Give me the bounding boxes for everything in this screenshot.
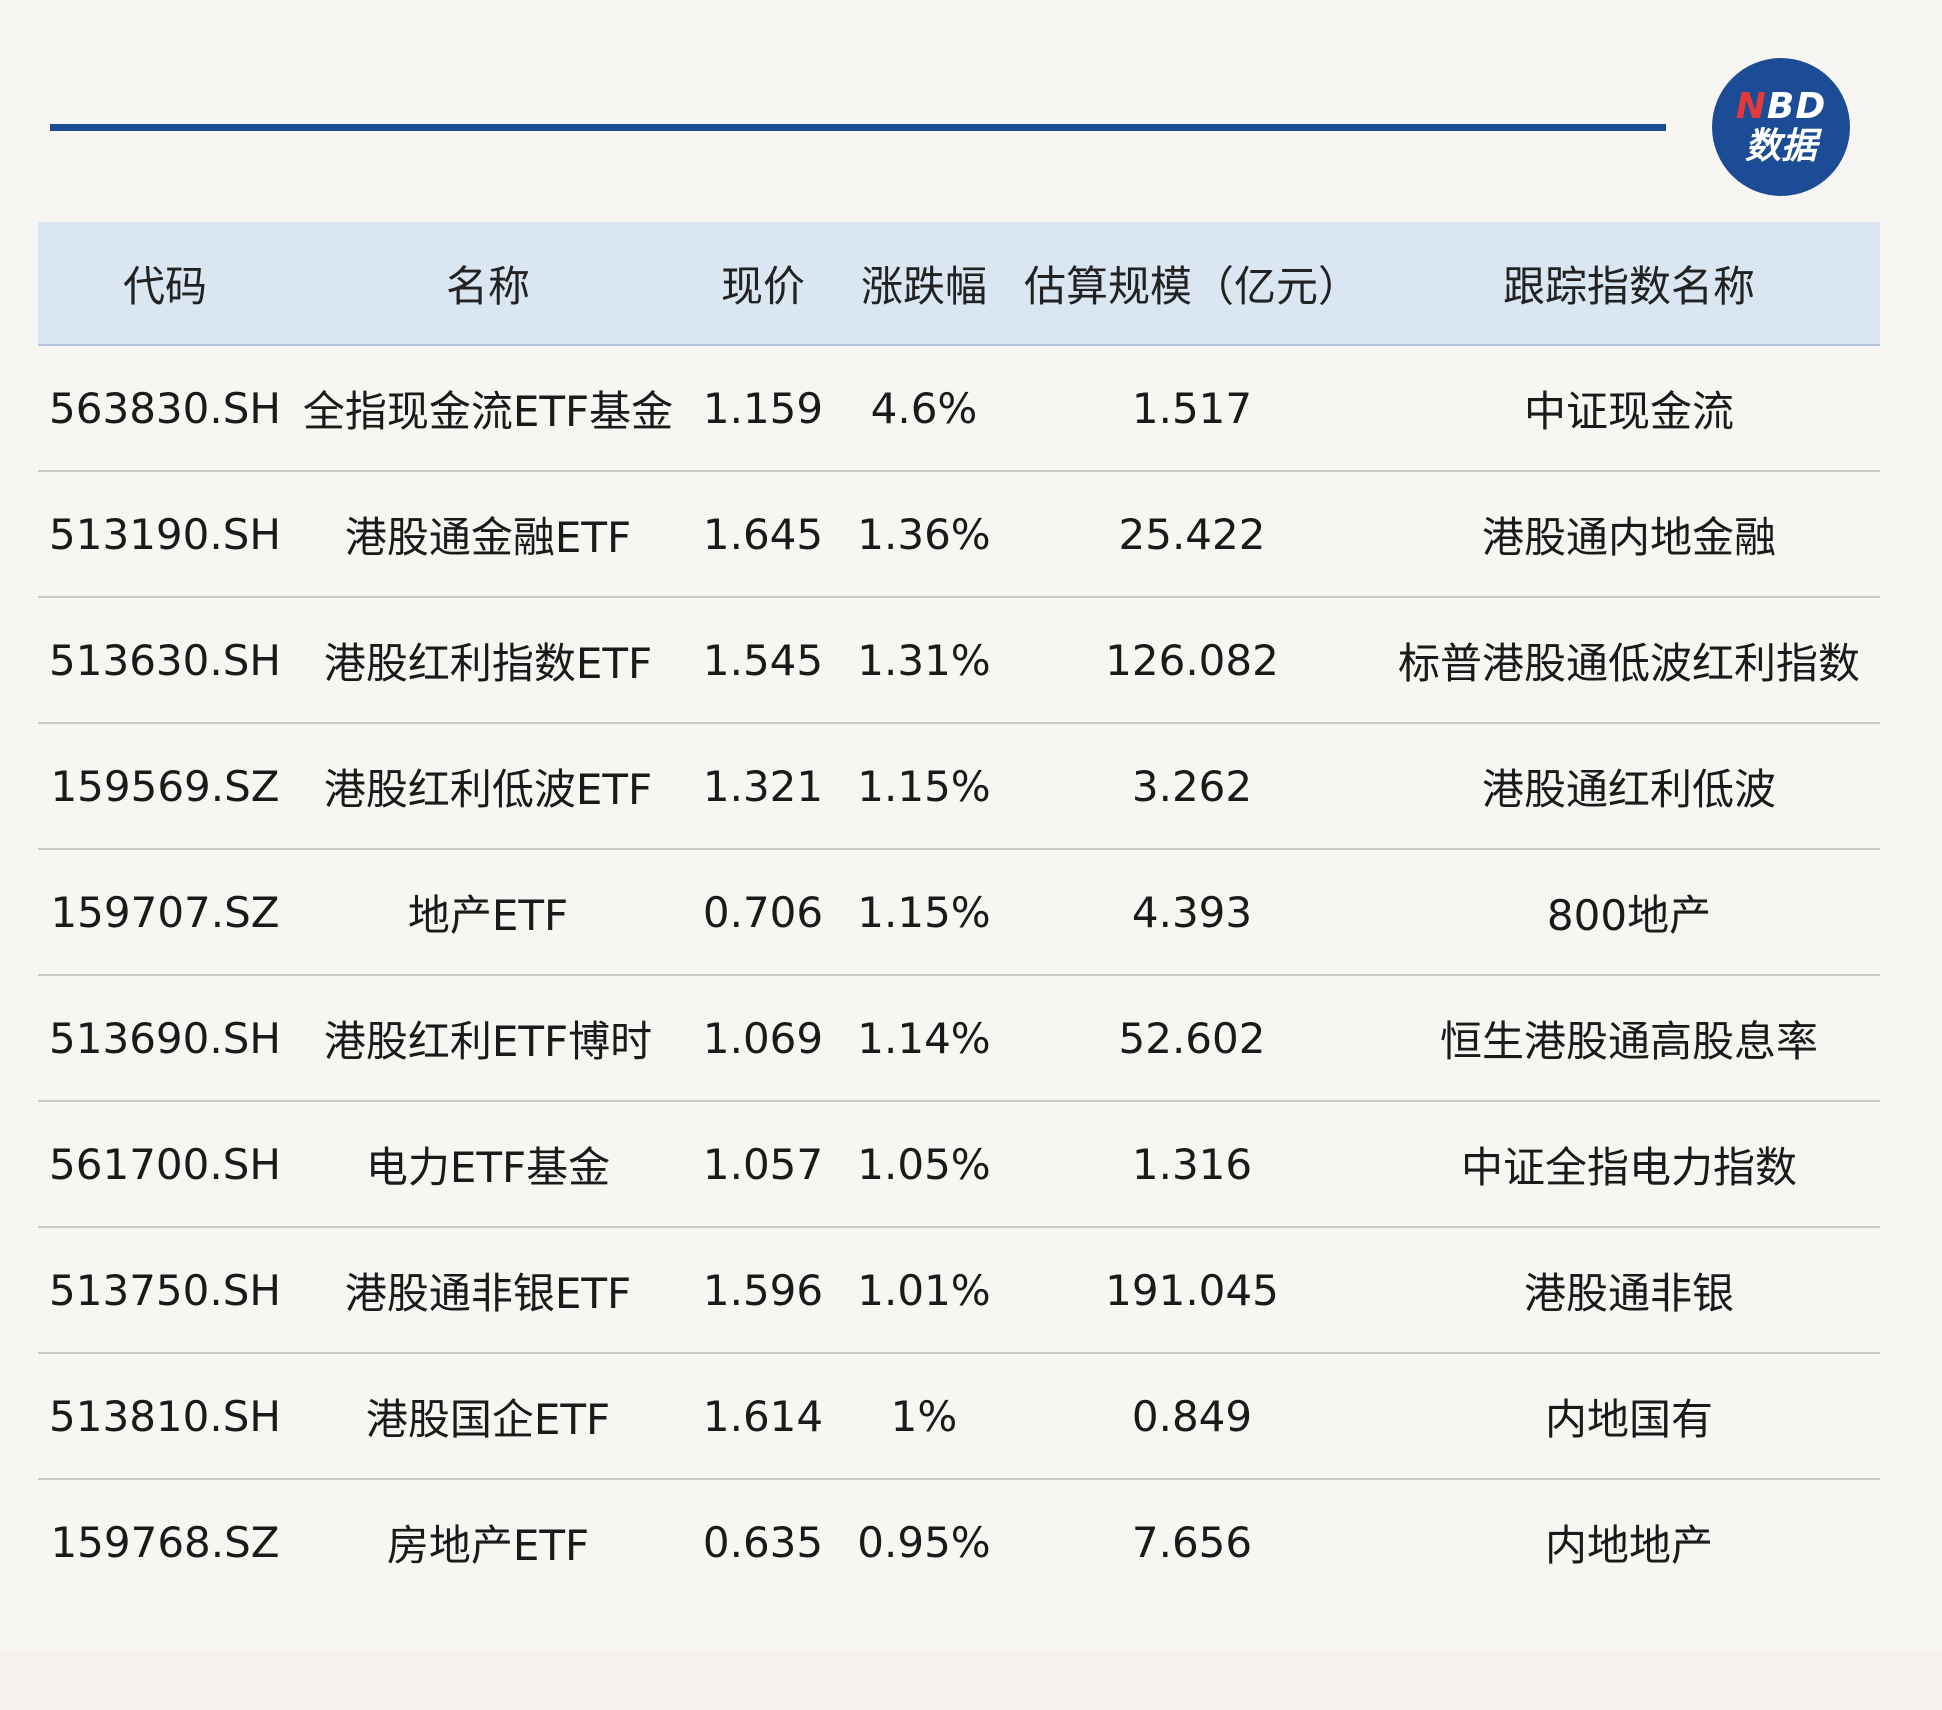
cell-code: 513690.SH (38, 975, 292, 1102)
cell-price: 1.057 (684, 1101, 842, 1228)
cell-code: 159707.SZ (38, 849, 292, 976)
cell-change: 1.01% (842, 1227, 1006, 1354)
cell-name: 地产ETF (292, 849, 684, 976)
cell-code: 159768.SZ (50, 1518, 280, 1567)
cell-scale: 52.602 (1006, 975, 1378, 1102)
cell-change: 1.05% (842, 1101, 1006, 1228)
table-row: 513190.SH 港股通金融ETF 1.645 1.36% 25.422 港股通内地金融 (38, 471, 1880, 598)
cell-scale: 3.262 (1006, 723, 1378, 850)
header-index: 跟踪指数名称 (1378, 222, 1880, 346)
cell-price: 0.635 (702, 1518, 824, 1567)
cell-name: 房地产ETF (386, 1521, 590, 1570)
cell-scale: 4.393 (1006, 849, 1378, 976)
cell-code: 561700.SH (38, 1101, 292, 1228)
logo-text-data: 数据 (1744, 126, 1817, 167)
nbd-logo: NBD 数据 (1712, 58, 1850, 196)
cell-change: 1.15% (842, 723, 1006, 850)
table-row: 159707.SZ 地产ETF 0.706 1.15% 4.393 800地产 (38, 849, 1880, 976)
cell-name: 港股红利低波ETF (292, 723, 684, 850)
cell-scale: 0.849 (1006, 1353, 1378, 1480)
table-row: 561700.SH 电力ETF基金 1.057 1.05% 1.316 中证全指电力指数 (38, 1101, 1880, 1228)
cell-index: 港股通红利低波 (1378, 723, 1880, 850)
cell-scale: 7.656 (1131, 1518, 1253, 1567)
cell-scale: 25.422 (1006, 471, 1378, 598)
cell-change: 1% (842, 1353, 1006, 1480)
cell-change: 1.36% (842, 471, 1006, 598)
table-row: 513750.SH 港股通非银ETF 1.596 1.01% 191.045 港股通非银 (38, 1227, 1880, 1354)
header-scale: 估算规模（亿元） (1006, 222, 1378, 346)
cell-index: 恒生港股通高股息率 (1378, 975, 1880, 1102)
header-change: 涨跌幅 (842, 222, 1006, 346)
cell-change: 0.95% (857, 1518, 991, 1567)
cell-index: 港股通非银 (1378, 1227, 1880, 1354)
cell-index: 中证现金流 (1378, 345, 1880, 472)
cell-change: 1.31% (842, 597, 1006, 724)
cell-code: 513190.SH (38, 471, 292, 598)
cell-index: 港股通内地金融 (1378, 471, 1880, 598)
cell-code: 159569.SZ (38, 723, 292, 850)
cell-scale: 191.045 (1006, 1227, 1378, 1354)
cell-change: 1.14% (842, 975, 1006, 1102)
table-header-row: 代码 名称 现价 涨跌幅 估算规模（亿元） 跟踪指数名称 (38, 222, 1880, 346)
cell-code: 513750.SH (38, 1227, 292, 1354)
cell-index: 内地地产 (1544, 1521, 1713, 1570)
cell-name: 港股通非银ETF (292, 1227, 684, 1354)
cell-price: 1.159 (684, 345, 842, 472)
cell-index: 内地国有 (1378, 1353, 1880, 1480)
cell-name: 港股国企ETF (292, 1353, 684, 1480)
cell-name: 港股红利指数ETF (292, 597, 684, 724)
cell-change: 1.15% (842, 849, 1006, 976)
header-price: 现价 (684, 222, 842, 346)
cell-name: 全指现金流ETF基金 (292, 345, 684, 472)
cell-index: 800地产 (1378, 849, 1880, 976)
cell-index: 中证全指电力指数 (1378, 1101, 1880, 1228)
table-row: 513690.SH 港股红利ETF博时 1.069 1.14% 52.602 恒生港股通高… (38, 975, 1880, 1102)
cell-price: 1.545 (684, 597, 842, 724)
table-row: 513630.SH 港股红利指数ETF 1.545 1.31% 126.082 标普港股通… (38, 597, 1880, 724)
table-row: 563830.SH 全指现金流ETF基金 1.159 4.6% 1.517 中证现金流 (38, 345, 1880, 472)
etf-table: 代码 名称 现价 涨跌幅 估算规模（亿元） 跟踪指数名称 563830.SH 全指… (38, 222, 1880, 1605)
top-accent-rule (50, 124, 1666, 131)
bottom-band (0, 1650, 1942, 1710)
cell-name: 港股红利ETF博时 (292, 975, 684, 1102)
header-name: 名称 (292, 222, 684, 346)
cell-scale: 126.082 (1006, 597, 1378, 724)
cell-name: 港股通金融ETF (292, 471, 684, 598)
cell-scale: 1.316 (1006, 1101, 1378, 1228)
cell-code: 513810.SH (38, 1353, 292, 1480)
table-row: 513810.SH 港股国企ETF 1.614 1% 0.849 内地国有 (38, 1353, 1880, 1480)
cell-price: 1.069 (684, 975, 842, 1102)
cell-price: 1.645 (684, 471, 842, 598)
table-row: 159569.SZ 港股红利低波ETF 1.321 1.15% 3.262 港股通红利低波 (38, 723, 1880, 850)
header-code: 代码 (38, 222, 292, 346)
cell-index: 标普港股通低波红利指数 (1378, 597, 1880, 724)
cell-price: 0.706 (684, 849, 842, 976)
cell-price: 1.596 (684, 1227, 842, 1354)
table-row: 159768.SZ 房地产ETF 0.635 0.95% 7.656 内地地产 (38, 1479, 1880, 1605)
cell-change: 4.6% (842, 345, 1006, 472)
cell-name: 电力ETF基金 (292, 1101, 684, 1228)
cell-scale: 1.517 (1006, 345, 1378, 472)
cell-price: 1.321 (684, 723, 842, 850)
logo-text-nbd: NBD (1735, 86, 1827, 127)
cell-price: 1.614 (684, 1353, 842, 1480)
cell-code: 563830.SH (38, 345, 292, 472)
cell-code: 513630.SH (38, 597, 292, 724)
